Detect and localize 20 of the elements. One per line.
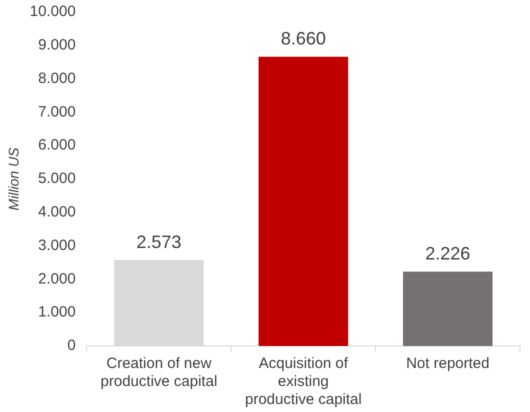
y-tick-label: 3.000 [38, 236, 76, 254]
y-tick-label: 8.000 [38, 70, 76, 87]
x-tick-label: Acquisition of existing productive capital [244, 355, 362, 408]
data-label: 2.573 [136, 232, 182, 252]
x-tick-label: Creation of new productive capital [100, 355, 218, 390]
data-label: 8.660 [280, 28, 326, 49]
y-tick-label: 4.000 [38, 204, 76, 221]
y-tick-label: 5.000 [38, 170, 76, 188]
x-tick-label: Not reported [406, 355, 490, 372]
data-label: 2.226 [425, 244, 470, 264]
y-tick-label: 0 [67, 337, 76, 354]
bar [258, 56, 348, 346]
bar [403, 272, 493, 346]
y-tick-label: 1.000 [38, 304, 76, 321]
y-tick-label: 6.000 [38, 136, 76, 154]
y-tick-label: 9.000 [38, 36, 76, 54]
y-tick-label: 10.000 [30, 3, 76, 20]
y-tick-label: 2.000 [38, 270, 76, 288]
y-tick-label: 7.000 [38, 103, 76, 120]
y-axis-title: Million US [5, 146, 22, 211]
